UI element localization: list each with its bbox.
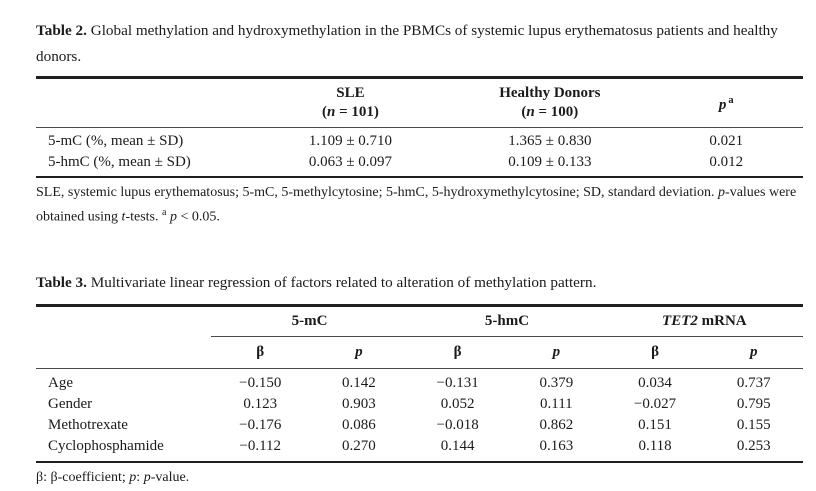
table2-header-sle: SLE (n = 101) — [250, 77, 451, 128]
table3-group-empty — [36, 305, 211, 336]
healthy-donors-label: Healthy Donors — [499, 85, 601, 101]
table3: 5-mC 5-hmC TET2 mRNA β p β p β p Age −0.… — [36, 303, 803, 463]
sub-header-p-1: p — [309, 336, 409, 369]
table-row: 5-hmC (%, mean ± SD) 0.063 ± 0.097 0.109… — [36, 152, 803, 178]
group-header-5mc: 5-mC — [210, 305, 409, 337]
cell: 0.142 — [342, 374, 376, 391]
sub-header-beta-1: β — [210, 336, 310, 369]
table3-sub-empty — [36, 336, 211, 369]
row-label-5mc: 5-mC (%, mean ± SD) — [48, 133, 184, 149]
cell: 0.144 — [408, 435, 507, 463]
cell-5hmc-p: 0.012 — [649, 152, 803, 178]
cell: 0.253 — [704, 435, 803, 463]
cell: −0.018 — [436, 416, 479, 433]
sle-n-count: (n = 101) — [322, 104, 379, 120]
table-row: Cyclophosphamide −0.112 0.270 0.144 0.16… — [36, 435, 803, 463]
sle-label: SLE — [336, 85, 365, 101]
cell-5mc-p: 0.021 — [709, 133, 744, 149]
cell: 0.155 — [736, 416, 771, 433]
cell: 0.086 — [342, 416, 376, 433]
cell: 0.379 — [539, 374, 574, 391]
table2-header-row: SLE (n = 101) Healthy Donors (n = 100) p… — [36, 77, 803, 128]
row-label-5hmc: 5-hmC (%, mean ± SD) — [36, 152, 251, 178]
table2-caption-label: Table 2. — [36, 22, 87, 39]
cell: 0.034 — [638, 374, 672, 391]
cell: −0.131 — [436, 374, 479, 391]
table2-header-healthy-donors: Healthy Donors (n = 100) — [450, 77, 650, 128]
row-label-methotrexate: Methotrexate — [48, 416, 128, 433]
table-row: Age −0.150 0.142 −0.131 0.379 0.034 0.73… — [36, 368, 803, 394]
table2-header-empty — [36, 77, 251, 128]
cell: −0.150 — [239, 374, 282, 391]
table2-caption: Table 2. Global methylation and hydroxym… — [36, 18, 803, 70]
cell: 0.163 — [506, 435, 606, 463]
cell: −0.112 — [210, 435, 310, 463]
cell: 0.123 — [243, 395, 278, 412]
cell: 0.862 — [539, 416, 574, 433]
row-label-gender: Gender — [48, 395, 93, 412]
row-label-age: Age — [48, 374, 73, 391]
sub-header-p-3: p — [704, 336, 803, 369]
table2-footnote: SLE, systemic lupus erythematosus; 5-mC,… — [36, 185, 797, 225]
table-row: Gender 0.123 0.903 0.052 0.111 −0.027 0.… — [36, 394, 803, 415]
cell: 0.270 — [309, 435, 409, 463]
cell: 0.151 — [638, 416, 672, 433]
cell: 0.737 — [736, 374, 771, 391]
cell-5mc-hd: 1.365 ± 0.830 — [508, 133, 592, 149]
table3-caption-text: Multivariate linear regression of factor… — [86, 273, 597, 291]
table2-caption-text: Global methylation and hydroxymethylatio… — [36, 22, 778, 65]
cell: −0.027 — [633, 395, 677, 412]
group-header-tet2: TET2 mRNA — [605, 305, 803, 337]
table3-caption: Table 3. Multivariate linear regression … — [36, 270, 803, 296]
group-header-5hmc: 5-hmC — [408, 305, 606, 337]
table2: SLE (n = 101) Healthy Donors (n = 100) p… — [36, 76, 803, 178]
row-label-cyclophosphamide: Cyclophosphamide — [36, 435, 211, 463]
healthy-donors-n-count: (n = 100) — [521, 104, 579, 120]
sub-header-beta-2: β — [408, 336, 507, 369]
sub-header-beta-3: β — [605, 336, 705, 369]
cell: 0.052 — [440, 395, 475, 412]
cell-5mc-sle: 1.109 ± 0.710 — [308, 133, 393, 149]
table-row: Methotrexate −0.176 0.086 −0.018 0.862 0… — [36, 415, 803, 436]
table3-footnote: β: β-coefficient; p: p-value. — [36, 469, 190, 485]
table-row: 5-mC (%, mean ± SD) 1.109 ± 0.710 1.365 … — [36, 128, 803, 153]
cell: 0.111 — [540, 395, 573, 412]
cell-5hmc-hd: 0.109 ± 0.133 — [450, 152, 650, 178]
sub-header-p-2: p — [506, 336, 606, 369]
cell: 0.903 — [342, 395, 376, 412]
cell: 0.118 — [605, 435, 705, 463]
cell: 0.795 — [736, 395, 771, 412]
table3-group-header-row: 5-mC 5-hmC TET2 mRNA — [36, 305, 803, 337]
cell: −0.176 — [239, 416, 282, 433]
table3-caption-label: Table 3. — [36, 273, 87, 291]
cell-5hmc-sle: 0.063 ± 0.097 — [250, 152, 451, 178]
table3-sub-header-row: β p β p β p — [36, 336, 803, 369]
